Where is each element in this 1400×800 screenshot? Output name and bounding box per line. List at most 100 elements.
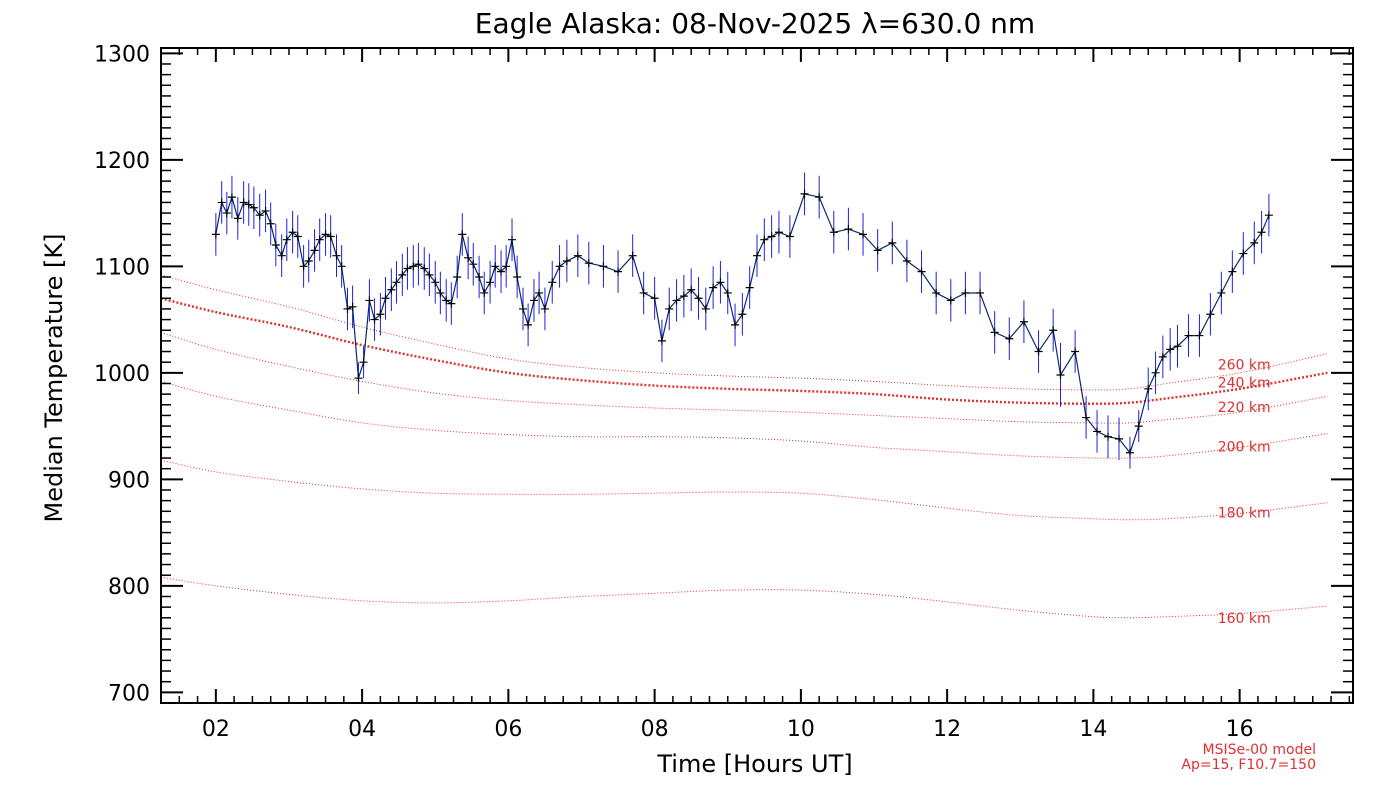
data-point-52 (497, 267, 506, 276)
plot-frame (160, 47, 1354, 704)
data-point-108 (1071, 347, 1080, 356)
data-point-98 (932, 288, 941, 297)
data-point-27 (359, 358, 368, 367)
data-point-56 (518, 304, 527, 313)
data-point-89 (800, 189, 809, 198)
data-point-33 (392, 278, 401, 287)
data-point-35 (403, 264, 412, 273)
data-point-12 (277, 251, 286, 260)
data-point-18 (310, 246, 319, 255)
data-point-77 (701, 304, 710, 313)
data-point-50 (486, 278, 495, 287)
altitude-label-4: 240 km (1218, 375, 1271, 391)
data-point-57 (524, 320, 533, 329)
data-point-100 (961, 288, 970, 297)
data-point-14 (288, 228, 297, 237)
y-axis-ticks: 700 800 900 1000 1100 1200 1300 (94, 42, 1353, 706)
model-curve-2 (160, 380, 1328, 459)
data-point-17 (304, 257, 313, 266)
error-bars (215, 172, 1270, 469)
y-tick-label-2: 900 (108, 468, 150, 493)
data-point-13 (282, 235, 291, 244)
data-point-125 (1239, 249, 1248, 258)
data-point-103 (1005, 334, 1014, 343)
model-curves (160, 274, 1328, 619)
data-point-28 (365, 296, 374, 305)
data-point-34 (398, 270, 407, 279)
data-point-87 (774, 228, 783, 237)
data-point-111 (1104, 432, 1113, 441)
y-tick-label-5: 1200 (94, 149, 150, 174)
x-tick-label-7: 16 (1226, 717, 1254, 742)
x-tick-label-4: 10 (787, 717, 815, 742)
data-point-30 (376, 310, 385, 319)
data-point-71 (657, 336, 666, 345)
model-curve-1 (160, 459, 1328, 521)
altitude-labels: 160 km 180 km 200 km 220 km 240 km 260 km (1218, 357, 1271, 626)
y-tick-label-6: 1300 (94, 42, 150, 67)
data-point-75 (687, 285, 696, 294)
data-point-94 (873, 246, 882, 255)
model-annotation-line-1: MSISe-00 model (1202, 742, 1316, 758)
data-point-117 (1158, 352, 1167, 361)
data-point-60 (540, 304, 549, 313)
data-point-95 (888, 238, 897, 247)
data-point-10 (266, 219, 275, 228)
data-point-49 (480, 288, 489, 297)
data-point-5 (239, 198, 248, 207)
data-point-73 (672, 296, 681, 305)
model-curve-3 (160, 331, 1328, 424)
data-point-55 (513, 272, 522, 281)
data-point-11 (271, 241, 280, 250)
data-point-9 (261, 206, 270, 215)
data-point-61 (548, 278, 557, 287)
x-tick-label-0: 02 (202, 717, 230, 742)
chart-title: Eagle Alaska: 08-Nov-2025 λ=630.0 nm (475, 7, 1035, 40)
data-point-99 (946, 296, 955, 305)
data-point-48 (475, 272, 484, 281)
data-point-46 (464, 253, 473, 262)
y-axis-label: Median Temperature [K] (40, 233, 68, 522)
data-point-70 (650, 294, 659, 303)
data-point-82 (738, 310, 747, 319)
data-point-121 (1195, 331, 1204, 340)
x-tick-label-5: 12 (933, 717, 961, 742)
data-point-62 (555, 262, 564, 271)
data-point-76 (694, 294, 703, 303)
data-point-32 (387, 285, 396, 294)
altitude-label-5: 260 km (1218, 357, 1271, 373)
data-point-74 (679, 292, 688, 301)
data-point-65 (584, 259, 593, 268)
data-point-90 (815, 193, 824, 202)
data-point-3 (227, 193, 236, 202)
y-tick-label-4: 1100 (94, 255, 150, 280)
data-point-84 (753, 251, 761, 260)
data-point-1 (217, 198, 226, 207)
data-point-79 (716, 278, 725, 287)
data-point-64 (573, 251, 582, 260)
data-point-2 (222, 209, 231, 218)
y-tick-label-0: 700 (108, 681, 150, 706)
data-point-19 (315, 235, 324, 244)
data-point-23 (337, 262, 346, 271)
data-point-110 (1093, 427, 1102, 436)
data-point-53 (502, 262, 511, 271)
data-point-119 (1173, 342, 1182, 351)
data-point-122 (1206, 310, 1215, 319)
data-point-36 (409, 262, 418, 271)
data-point-72 (665, 304, 674, 313)
data-point-123 (1217, 288, 1226, 297)
data-point-114 (1134, 422, 1143, 431)
data-point-85 (760, 235, 769, 244)
data-point-47 (469, 260, 478, 269)
data-point-38 (420, 264, 429, 273)
data-point-8 (255, 211, 264, 220)
data-markers (211, 189, 1273, 457)
altitude-label-0: 160 km (1218, 611, 1271, 627)
x-tick-label-3: 08 (641, 717, 669, 742)
data-point-51 (491, 262, 500, 271)
data-point-24 (343, 304, 352, 313)
data-point-101 (976, 288, 985, 297)
data-point-59 (535, 288, 544, 297)
